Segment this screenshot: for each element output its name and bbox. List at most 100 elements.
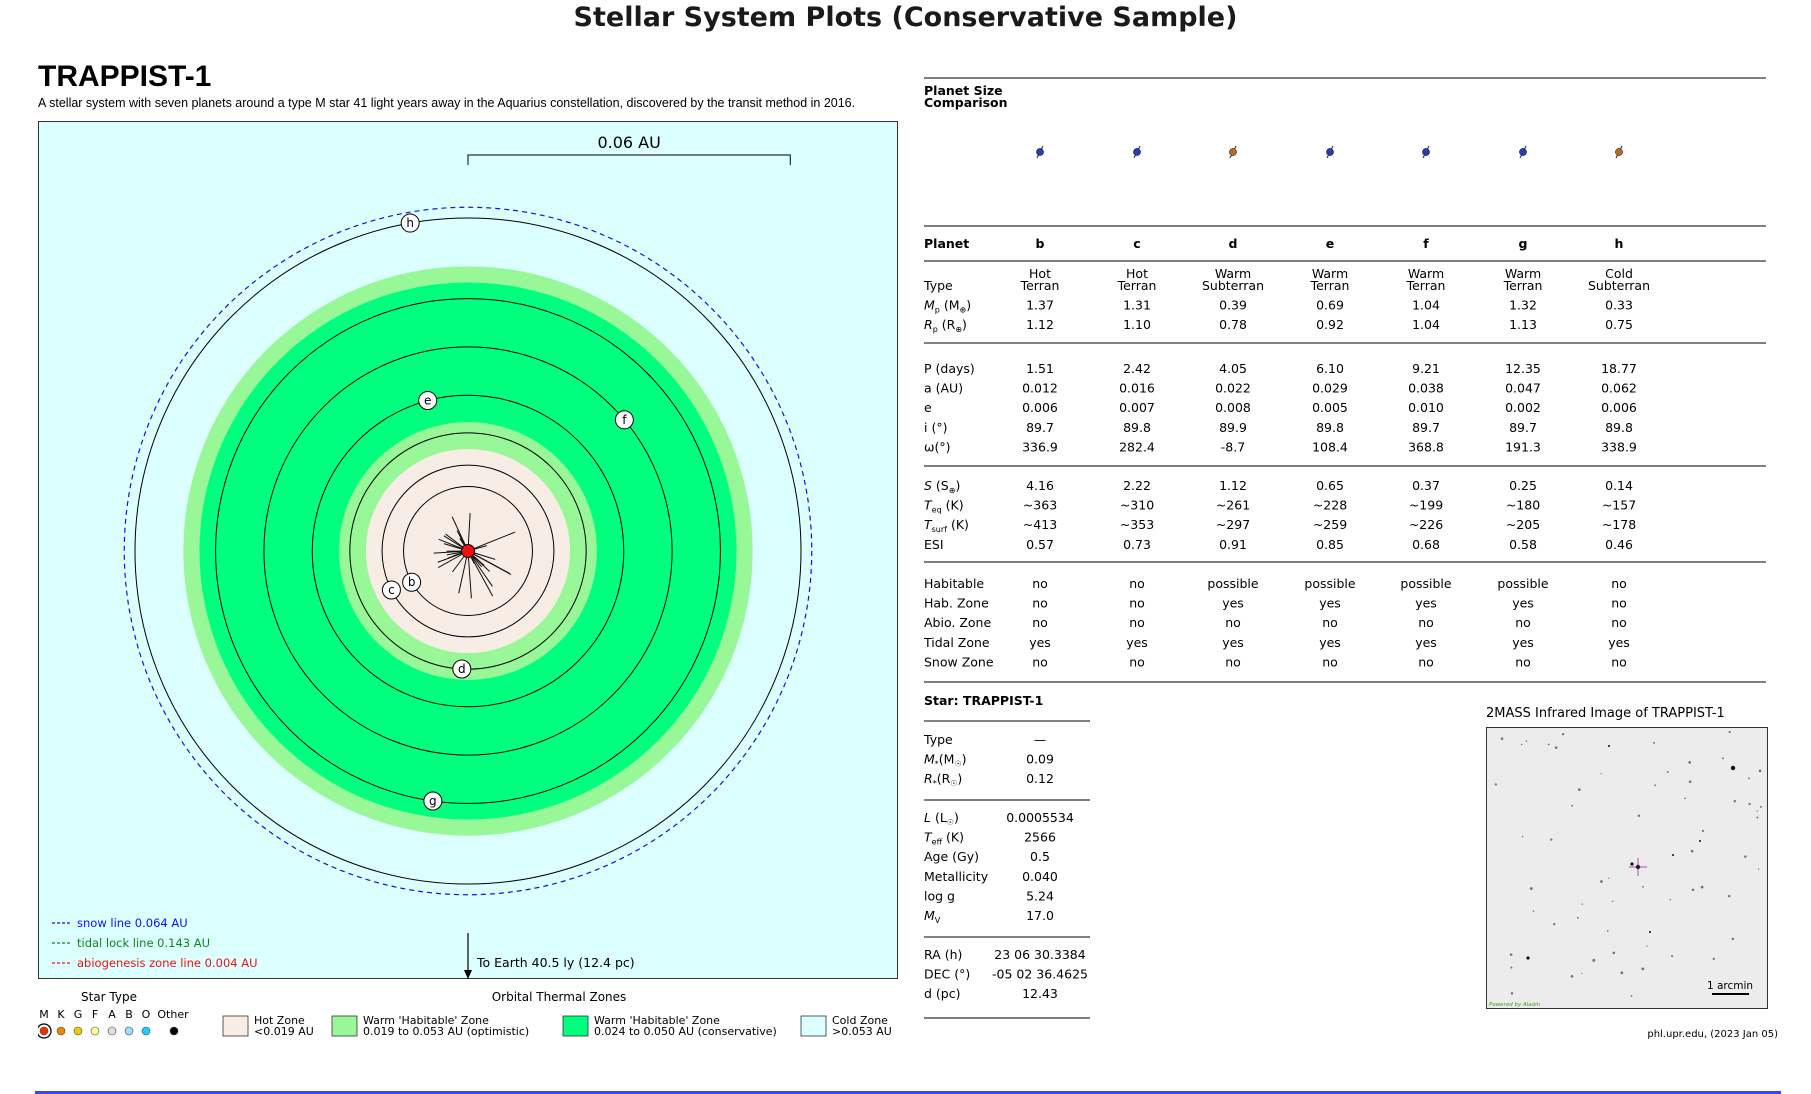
infrared-star [1748, 803, 1750, 805]
planet-row-label: e [924, 400, 932, 415]
planet-row-value: ~310 [1120, 498, 1154, 513]
infrared-star-bright [1731, 766, 1735, 770]
planet-row-value: 0.002 [1505, 400, 1541, 415]
star-row-label: L (L☉) [924, 810, 959, 827]
infrared-star [1495, 783, 1497, 785]
planet-row-value: 1.31 [1123, 298, 1151, 313]
planet-row-value: yes [1222, 635, 1244, 650]
planet-row-value: no [1129, 576, 1145, 591]
planet-type-value: Terran [1117, 278, 1157, 293]
infrared-star [1607, 930, 1609, 932]
target-star [1636, 865, 1640, 869]
planet-size-axis [1134, 146, 1140, 158]
planet-row-label: Rp (R⊕) [924, 317, 967, 334]
infrared-star-bright [1672, 854, 1674, 856]
planet-row-label: Hab. Zone [924, 596, 989, 611]
star-type-label: B [125, 1008, 133, 1021]
infrared-star [1758, 868, 1759, 869]
star-row-label: MV [924, 908, 941, 925]
star-type-dot [142, 1027, 150, 1035]
star-type-dot [108, 1027, 116, 1035]
planet-row-value: possible [1207, 576, 1258, 591]
planet-row-value: 2.22 [1123, 478, 1151, 493]
infrared-star [1653, 742, 1655, 744]
planet-row-label: Habitable [924, 576, 984, 591]
infrared-star [1684, 797, 1686, 799]
planet-row-value: ~157 [1602, 498, 1636, 513]
infrared-star [1592, 959, 1595, 962]
planet-type-value: Terran [1310, 278, 1350, 293]
planet-column-d: d [1229, 236, 1238, 251]
planet-row-value: 9.21 [1412, 361, 1440, 376]
planet-row-value: 0.37 [1412, 478, 1440, 493]
planet-row-value: 0.047 [1505, 381, 1541, 396]
infrared-star [1620, 971, 1623, 974]
star-row-value: — [1034, 732, 1047, 747]
infrared-star [1647, 946, 1648, 947]
planet-row-label: ω(°) [924, 439, 950, 454]
planet-row-value: ~261 [1216, 498, 1250, 513]
planet-row-value: 336.9 [1022, 439, 1058, 454]
planet-header: Planet [924, 236, 969, 251]
infrared-star [1631, 995, 1633, 997]
line-legend-label: abiogenesis zone line 0.004 AU [77, 956, 258, 970]
infrared-star [1734, 800, 1736, 802]
infrared-star [1582, 903, 1583, 904]
infrared-star [1744, 855, 1747, 858]
zone-legend-range: 0.019 to 0.053 AU (optimistic) [363, 1025, 529, 1038]
star-row-label: RA (h) [924, 947, 962, 962]
system-name: TRAPPIST-1 [38, 60, 211, 94]
star-row-label: Type [923, 732, 953, 747]
planet-row-value: no [1515, 615, 1531, 630]
star-type-dot [57, 1027, 65, 1035]
infrared-star [1670, 899, 1672, 901]
zone-legend-swatch [332, 1016, 357, 1036]
infrared-star [1555, 746, 1558, 749]
star-type-dot [91, 1027, 99, 1035]
zone-legend-range: 0.024 to 0.050 AU (conservative) [594, 1025, 777, 1038]
planet-type-value: Hot [1126, 266, 1148, 281]
planet-row-label: Tidal Zone [923, 635, 990, 650]
planet-type-value: Terran [1020, 278, 1060, 293]
planet-type-value: Warm [1408, 266, 1444, 281]
infrared-star [1600, 880, 1603, 883]
planet-row-value: 108.4 [1312, 439, 1348, 454]
planet-row-value: possible [1497, 576, 1548, 591]
planet-row-label: ESI [924, 537, 944, 552]
infrared-star [1562, 733, 1564, 735]
planet-row-value: 0.012 [1022, 381, 1058, 396]
planet-size-dot-b [1036, 148, 1043, 155]
infrared-star [1553, 923, 1555, 925]
infrared-star [1701, 886, 1704, 889]
planet-row-value: 0.010 [1408, 400, 1444, 415]
planet-column-b: b [1036, 236, 1045, 251]
infrared-star [1760, 806, 1762, 808]
star-row-value: 0.5 [1030, 849, 1050, 864]
planet-row-value: 4.05 [1219, 361, 1247, 376]
star-row-label: DEC (°) [924, 967, 970, 982]
planet-size-dot-d [1229, 148, 1236, 155]
infrared-star [1654, 784, 1656, 786]
planet-size-dot-g [1519, 148, 1526, 155]
planet-row-value: 0.016 [1119, 381, 1155, 396]
planet-row-label: Mp (M⊕) [924, 298, 971, 315]
planet-row-value: yes [1319, 596, 1341, 611]
planet-row-value: 89.8 [1605, 420, 1633, 435]
planet-row-value: 0.78 [1219, 317, 1247, 332]
planet-row-value: no [1515, 654, 1531, 669]
planet-row-value: no [1129, 654, 1145, 669]
aladin-credit: Powered by Aladin [1489, 1002, 1541, 1008]
infrared-star [1608, 878, 1609, 879]
planet-marker-label: h [406, 216, 414, 230]
planet-row-label: Snow Zone [924, 654, 994, 669]
planet-type-value: Warm [1505, 266, 1541, 281]
infrared-star [1510, 953, 1513, 956]
planet-row-value: 1.10 [1123, 317, 1151, 332]
planet-row-value: 4.16 [1026, 478, 1054, 493]
zone-legend-range: >0.053 AU [832, 1025, 892, 1038]
planet-row-value: 0.73 [1123, 537, 1151, 552]
infrared-star [1530, 887, 1533, 890]
star-row-value: 2566 [1024, 830, 1056, 845]
